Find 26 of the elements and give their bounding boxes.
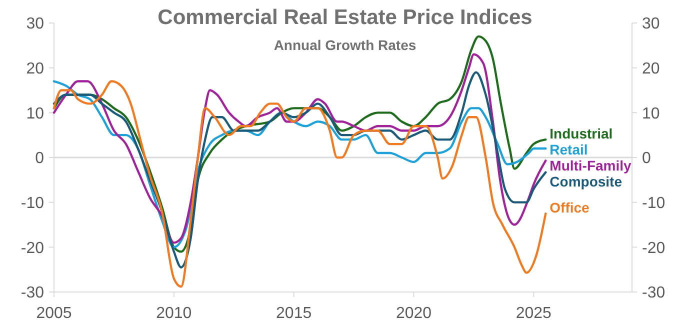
y2-tick-label: -30 bbox=[642, 284, 666, 302]
y-tick-label: 0 bbox=[35, 150, 44, 168]
x-tick-label: 2010 bbox=[156, 305, 192, 322]
series-label: Composite bbox=[550, 173, 622, 190]
y2-tick-label: 30 bbox=[642, 16, 660, 33]
y2-tick-label: -20 bbox=[642, 240, 666, 257]
y-tick-label: 10 bbox=[26, 105, 44, 122]
y-tick-label: 20 bbox=[26, 60, 44, 78]
y-tick-label: -30 bbox=[20, 284, 44, 302]
x-tick-label: 2005 bbox=[36, 305, 72, 322]
x-tick-label: 2025 bbox=[516, 305, 552, 322]
text: Annual Growth Rates bbox=[274, 37, 416, 53]
y2-tick-label: 0 bbox=[642, 150, 651, 168]
y-tick-label: -10 bbox=[20, 194, 44, 212]
chart-title: Commercial Real Estate Price Indices bbox=[158, 6, 532, 29]
y2-tick-label: 10 bbox=[642, 105, 660, 122]
series-label: Retail bbox=[550, 141, 588, 158]
y-tick-label: -20 bbox=[20, 240, 44, 257]
series-label: Industrial bbox=[550, 125, 613, 142]
series-label: Multi-Family bbox=[550, 157, 632, 174]
y2-tick-label: 20 bbox=[642, 60, 660, 78]
x-tick-label: 2015 bbox=[276, 305, 312, 322]
x-tick-label: 2020 bbox=[396, 305, 432, 322]
series-label: Office bbox=[550, 199, 590, 216]
y-tick-label: 30 bbox=[26, 16, 44, 33]
y2-tick-label: -10 bbox=[642, 194, 666, 212]
